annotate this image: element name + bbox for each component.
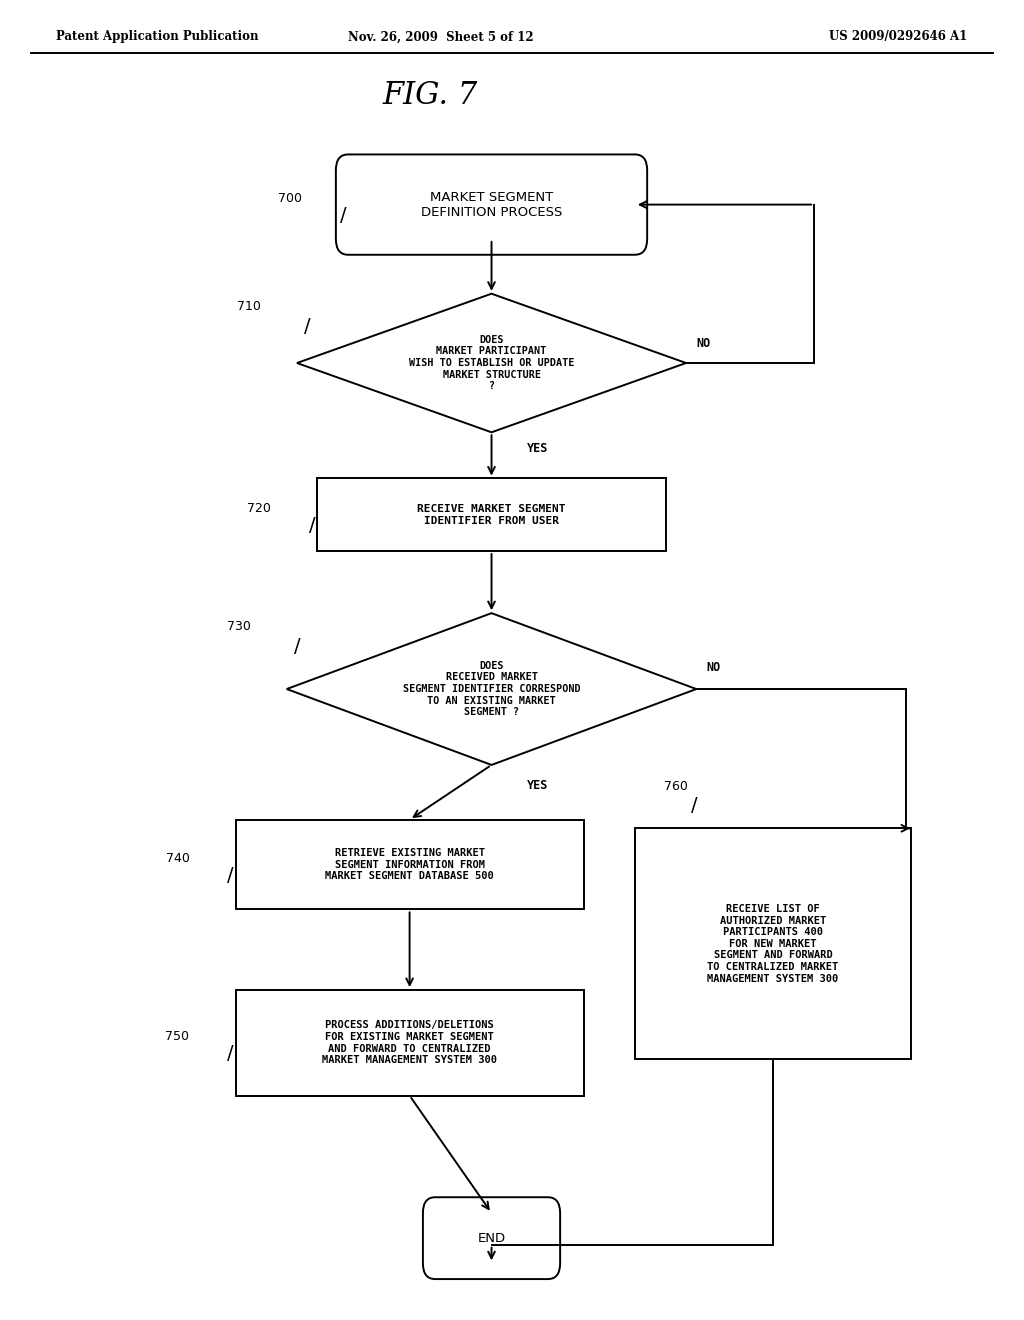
Text: /: / bbox=[304, 317, 310, 337]
Text: 740: 740 bbox=[166, 851, 189, 865]
Polygon shape bbox=[287, 612, 696, 766]
Bar bbox=[317, 479, 666, 552]
Text: RECEIVE LIST OF
AUTHORIZED MARKET
PARTICIPANTS 400
FOR NEW MARKET
SEGMENT AND FO: RECEIVE LIST OF AUTHORIZED MARKET PARTIC… bbox=[708, 904, 839, 983]
Text: END: END bbox=[477, 1232, 506, 1245]
FancyBboxPatch shape bbox=[423, 1197, 560, 1279]
Text: /: / bbox=[227, 1044, 233, 1063]
Text: 700: 700 bbox=[279, 191, 302, 205]
Text: 710: 710 bbox=[238, 301, 261, 313]
Text: /: / bbox=[294, 636, 300, 656]
Text: RECEIVE MARKET SEGMENT
IDENTIFIER FROM USER: RECEIVE MARKET SEGMENT IDENTIFIER FROM U… bbox=[417, 504, 566, 525]
Text: Patent Application Publication: Patent Application Publication bbox=[56, 30, 259, 44]
Text: PROCESS ADDITIONS/DELETIONS
FOR EXISTING MARKET SEGMENT
AND FORWARD TO CENTRALIZ: PROCESS ADDITIONS/DELETIONS FOR EXISTING… bbox=[323, 1020, 497, 1065]
Text: US 2009/0292646 A1: US 2009/0292646 A1 bbox=[829, 30, 968, 44]
Bar bbox=[635, 829, 911, 1059]
Text: 750: 750 bbox=[166, 1030, 189, 1043]
Text: 720: 720 bbox=[248, 502, 271, 515]
Text: YES: YES bbox=[527, 442, 549, 455]
Text: /: / bbox=[691, 796, 697, 816]
Text: MARKET SEGMENT
DEFINITION PROCESS: MARKET SEGMENT DEFINITION PROCESS bbox=[421, 190, 562, 219]
Text: NO: NO bbox=[707, 661, 721, 675]
Text: 760: 760 bbox=[664, 780, 688, 792]
Text: /: / bbox=[309, 516, 315, 535]
Text: /: / bbox=[227, 866, 233, 884]
Text: Nov. 26, 2009  Sheet 5 of 12: Nov. 26, 2009 Sheet 5 of 12 bbox=[347, 30, 534, 44]
FancyBboxPatch shape bbox=[336, 154, 647, 255]
Text: RETRIEVE EXISTING MARKET
SEGMENT INFORMATION FROM
MARKET SEGMENT DATABASE 500: RETRIEVE EXISTING MARKET SEGMENT INFORMA… bbox=[326, 847, 494, 882]
Text: YES: YES bbox=[527, 779, 549, 792]
Text: DOES
RECEIVED MARKET
SEGMENT IDENTIFIER CORRESPOND
TO AN EXISTING MARKET
SEGMENT: DOES RECEIVED MARKET SEGMENT IDENTIFIER … bbox=[402, 661, 581, 717]
Bar bbox=[236, 820, 584, 909]
Polygon shape bbox=[297, 294, 686, 433]
Text: /: / bbox=[340, 206, 346, 224]
Bar bbox=[236, 990, 584, 1096]
Text: NO: NO bbox=[696, 337, 711, 350]
Text: 730: 730 bbox=[227, 620, 251, 632]
Text: DOES
MARKET PARTICIPANT
WISH TO ESTABLISH OR UPDATE
MARKET STRUCTURE
?: DOES MARKET PARTICIPANT WISH TO ESTABLIS… bbox=[409, 335, 574, 391]
Text: FIG. 7: FIG. 7 bbox=[382, 79, 478, 111]
